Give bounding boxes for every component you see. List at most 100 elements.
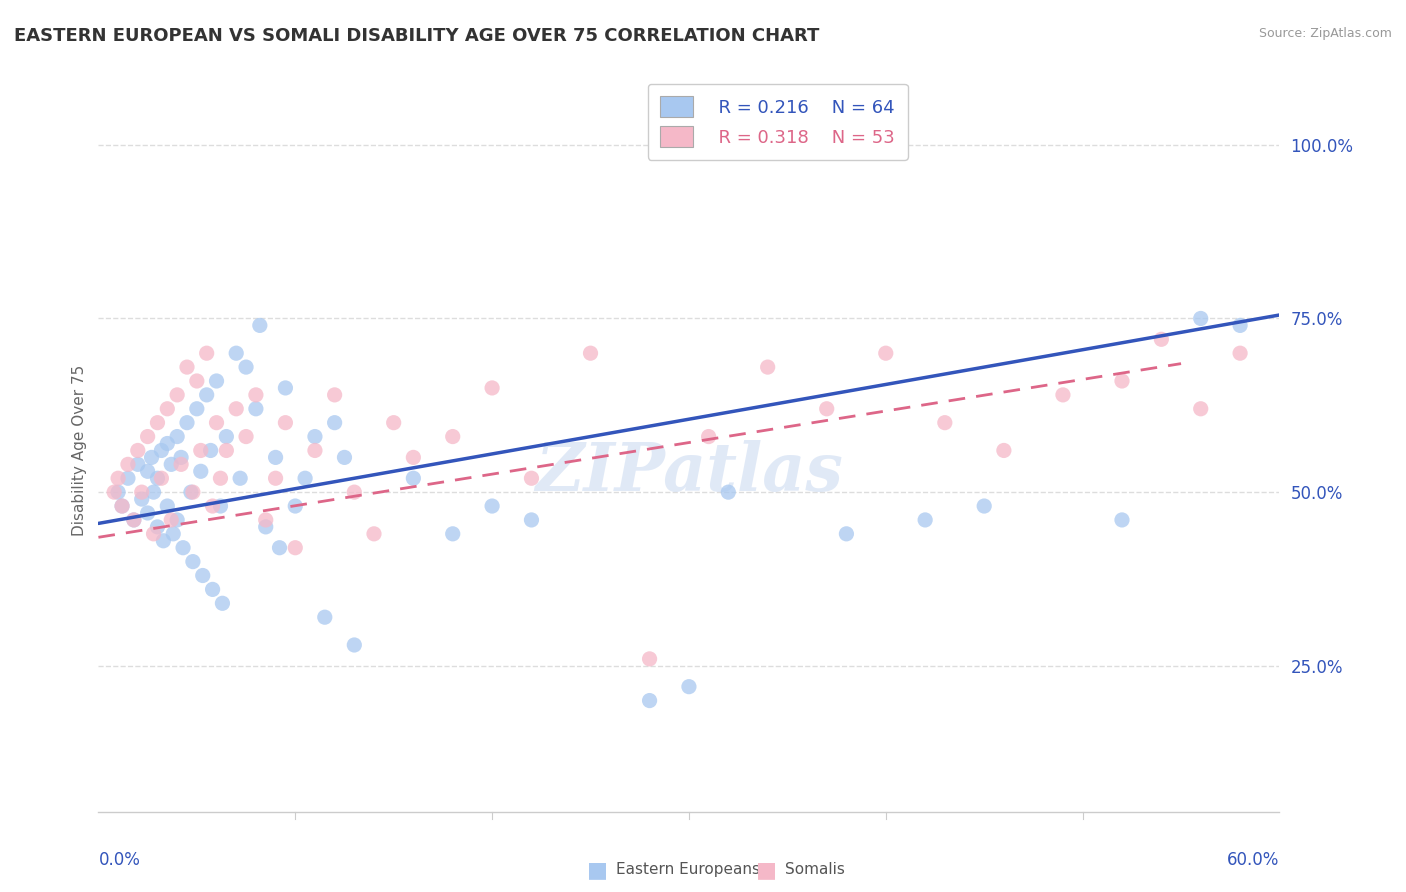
Point [402, 450, 425, 465]
Text: ZIPatlas: ZIPatlas [536, 440, 842, 505]
Point [520, 471, 543, 485]
Point [284, 499, 307, 513]
Text: 60.0%: 60.0% [1227, 851, 1279, 869]
Point [201, 499, 224, 513]
Point [717, 485, 740, 500]
Point [176, 416, 198, 430]
Point [441, 429, 464, 443]
Text: Eastern Europeans: Eastern Europeans [616, 863, 759, 877]
Point [343, 485, 366, 500]
Point [142, 485, 165, 500]
Point [209, 471, 232, 485]
Point [181, 485, 204, 500]
Point [136, 506, 159, 520]
Text: 0.0%: 0.0% [98, 851, 141, 869]
Text: ■: ■ [588, 860, 607, 880]
Point [166, 429, 188, 443]
Point [209, 499, 232, 513]
Point [195, 346, 218, 360]
Point [191, 568, 214, 582]
Point [697, 429, 720, 443]
Point [481, 381, 503, 395]
Point [215, 429, 238, 443]
Point [914, 513, 936, 527]
Point [156, 401, 179, 416]
Text: EASTERN EUROPEAN VS SOMALI DISABILITY AGE OVER 75 CORRELATION CHART: EASTERN EUROPEAN VS SOMALI DISABILITY AG… [14, 27, 820, 45]
Point [934, 416, 956, 430]
Point [172, 541, 194, 555]
Text: Somalis: Somalis [785, 863, 845, 877]
Point [160, 458, 183, 472]
Point [323, 388, 346, 402]
Point [1052, 388, 1074, 402]
Point [141, 450, 163, 465]
Point [117, 471, 139, 485]
Point [111, 499, 134, 513]
Point [756, 360, 779, 375]
Point [200, 443, 222, 458]
Point [146, 520, 169, 534]
Point [103, 485, 125, 500]
Point [156, 499, 179, 513]
Point [481, 499, 503, 513]
Point [284, 541, 307, 555]
Point [875, 346, 897, 360]
Point [254, 520, 277, 534]
Point [142, 526, 165, 541]
Point [815, 401, 838, 416]
Point [249, 318, 271, 333]
Point [245, 401, 267, 416]
Point [1150, 332, 1173, 346]
Point [186, 401, 208, 416]
Point [162, 526, 184, 541]
Text: ■: ■ [756, 860, 776, 880]
Point [579, 346, 602, 360]
Point [127, 443, 149, 458]
Point [166, 388, 188, 402]
Point [215, 443, 238, 458]
Point [150, 443, 173, 458]
Point [835, 526, 858, 541]
Point [131, 485, 153, 500]
Point [254, 513, 277, 527]
Point [122, 513, 145, 527]
Point [107, 485, 129, 500]
Point [166, 513, 188, 527]
Point [323, 416, 346, 430]
Point [304, 443, 326, 458]
Point [211, 596, 233, 610]
Point [343, 638, 366, 652]
Y-axis label: Disability Age Over 75: Disability Age Over 75 [72, 365, 87, 536]
Point [363, 526, 385, 541]
Point [180, 485, 202, 500]
Point [156, 436, 179, 450]
Point [152, 533, 174, 548]
Point [314, 610, 336, 624]
Point [1189, 401, 1212, 416]
Point [638, 693, 661, 707]
Point [382, 416, 405, 430]
Point [225, 346, 247, 360]
Point [1111, 374, 1133, 388]
Point [195, 388, 218, 402]
Point [136, 429, 159, 443]
Point [190, 443, 212, 458]
Point [441, 526, 464, 541]
Point [235, 429, 257, 443]
Point [264, 450, 287, 465]
Point [146, 471, 169, 485]
Text: Source: ZipAtlas.com: Source: ZipAtlas.com [1258, 27, 1392, 40]
Point [136, 464, 159, 478]
Point [1189, 311, 1212, 326]
Point [245, 388, 267, 402]
Point [205, 374, 228, 388]
Point [264, 471, 287, 485]
Point [201, 582, 224, 597]
Point [993, 443, 1015, 458]
Point [170, 450, 193, 465]
Point [107, 471, 129, 485]
Legend:   R = 0.216    N = 64,   R = 0.318    N = 53: R = 0.216 N = 64, R = 0.318 N = 53 [648, 84, 907, 160]
Point [122, 513, 145, 527]
Point [181, 555, 204, 569]
Point [274, 416, 297, 430]
